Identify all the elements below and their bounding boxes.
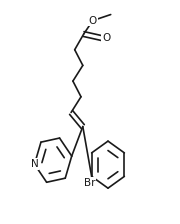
Text: N: N	[31, 159, 38, 169]
Text: Br: Br	[84, 178, 96, 188]
Text: O: O	[89, 16, 97, 26]
Text: O: O	[102, 33, 110, 43]
